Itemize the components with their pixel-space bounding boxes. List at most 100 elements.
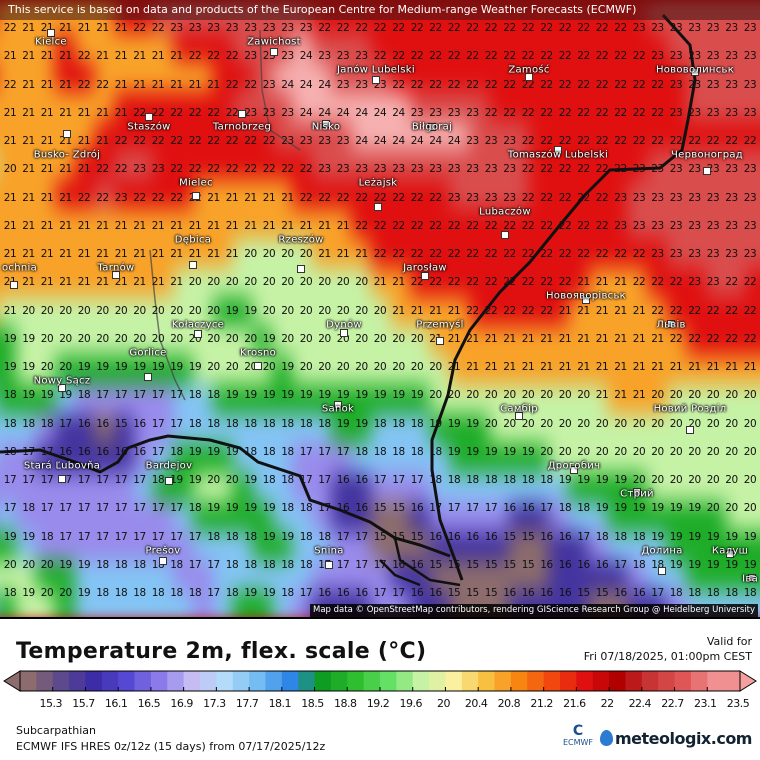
city-label[interactable]: Mielec	[179, 177, 213, 189]
city-square-icon[interactable]	[325, 561, 333, 569]
city-label[interactable]: Червоноград	[671, 149, 743, 161]
temperature-value: 20	[151, 332, 165, 345]
city-square-icon[interactable]	[703, 167, 711, 175]
city-label[interactable]: Jarosław	[403, 262, 447, 274]
temperature-value: 22	[170, 163, 183, 176]
city-square-icon[interactable]	[554, 146, 562, 154]
city-square-icon[interactable]	[667, 320, 675, 328]
city-label[interactable]: Zawichost	[247, 36, 301, 48]
city-square-icon[interactable]	[334, 401, 342, 409]
temperature-value: 23	[743, 50, 757, 63]
city-label[interactable]: Іва	[742, 573, 758, 585]
city-label[interactable]: Busko- Zdrój	[33, 149, 101, 161]
city-square-icon[interactable]	[144, 373, 152, 381]
city-label[interactable]: Nowy Sącz	[33, 375, 91, 387]
city-label[interactable]: Sanok	[321, 403, 355, 415]
map-attribution[interactable]: Map data © OpenStreetMap contributors, r…	[310, 604, 758, 617]
city-square-icon[interactable]	[165, 477, 173, 485]
city-label[interactable]: Dębica	[174, 234, 212, 246]
city-square-icon[interactable]	[340, 329, 348, 337]
temperature-value: 23	[632, 219, 646, 232]
temperature-value: 23	[392, 163, 405, 176]
city-square-icon[interactable]	[159, 557, 167, 565]
city-label[interactable]: Krosno	[239, 347, 277, 359]
city-label[interactable]: Самбір	[500, 403, 538, 415]
city-square-icon[interactable]	[270, 48, 278, 56]
city-square-icon[interactable]	[47, 29, 55, 37]
city-label[interactable]: Стрий	[620, 488, 654, 500]
city-label[interactable]: Dynów	[326, 319, 362, 331]
city-label[interactable]: Lubaczów	[479, 206, 531, 218]
city-square-icon[interactable]	[112, 271, 120, 279]
city-square-icon[interactable]	[372, 76, 380, 84]
city-label[interactable]: Tomaszów Lubelski	[507, 149, 609, 161]
city-label[interactable]: Janów Lubelski	[337, 64, 415, 76]
city-label[interactable]: Kołaczyce	[171, 319, 225, 331]
city-square-icon[interactable]	[10, 281, 18, 289]
city-square-icon[interactable]	[582, 296, 590, 304]
city-label[interactable]: Staszów	[127, 121, 171, 133]
city-label[interactable]: Bardejov	[145, 460, 193, 472]
city-square-icon[interactable]	[436, 337, 444, 345]
city-label[interactable]: Nisko	[311, 121, 341, 133]
city-square-icon[interactable]	[297, 265, 305, 273]
city-square-icon[interactable]	[58, 475, 66, 483]
city-square-icon[interactable]	[189, 261, 197, 269]
temperature-value: 21	[207, 219, 220, 232]
city-square-icon[interactable]	[421, 272, 429, 280]
city-square-icon[interactable]	[570, 466, 578, 474]
city-square-icon[interactable]	[322, 120, 330, 128]
meteologix-logo[interactable]: meteologix.com	[600, 729, 752, 748]
temperature-value: 18	[244, 530, 257, 543]
city-square-icon[interactable]	[254, 362, 262, 370]
city-label[interactable]: Kielce	[35, 36, 67, 48]
city-square-icon[interactable]	[63, 130, 71, 138]
city-square-icon[interactable]	[525, 73, 533, 81]
city-label[interactable]: Biłgoraj	[411, 121, 453, 133]
temperature-value: 21	[262, 191, 276, 204]
city-square-icon[interactable]	[194, 330, 202, 338]
city-label[interactable]: ochnia	[2, 262, 37, 274]
city-square-icon[interactable]	[691, 68, 699, 76]
city-label[interactable]: Przemyśl	[416, 319, 464, 331]
city-square-icon[interactable]	[633, 488, 641, 496]
city-label[interactable]: Gorlice	[129, 347, 167, 359]
city-label[interactable]: Нововолинськ	[655, 64, 735, 76]
city-label[interactable]: Новий Розділ	[653, 403, 727, 415]
city-label[interactable]: Zamość	[508, 64, 550, 76]
temperature-value: 22	[96, 78, 109, 91]
city-label[interactable]: Калуш	[711, 545, 749, 557]
city-label[interactable]: Leżajsk	[358, 177, 398, 189]
city-square-icon[interactable]	[658, 567, 666, 575]
temperature-value: 22	[114, 163, 128, 176]
city-label[interactable]: Prešov	[145, 545, 181, 557]
temperature-map[interactable]: 22 21 21 21 21 21 21 22 22 23 23 23 23 23 23 23 23 22 22 22…	[0, 0, 760, 618]
city-square-icon[interactable]	[428, 123, 436, 131]
city-square-icon[interactable]	[374, 203, 382, 211]
city-square-icon[interactable]	[501, 231, 509, 239]
temperature-value: 22	[447, 50, 461, 63]
colorbar-tick-label: 17.7	[235, 697, 259, 710]
city-label[interactable]: Долина	[641, 545, 683, 557]
temperature-value: 18	[3, 587, 17, 599]
city-square-icon[interactable]	[192, 192, 200, 200]
city-square-icon[interactable]	[726, 550, 734, 558]
city-label[interactable]: Rzeszów	[278, 234, 324, 246]
city-square-icon[interactable]	[686, 426, 694, 434]
city-label[interactable]: Snina	[314, 545, 344, 557]
city-label[interactable]: Stará Ľubovňa	[23, 460, 101, 472]
city-label[interactable]: Новояворівськ	[545, 290, 627, 302]
city-label[interactable]: Tarnobrzeg	[212, 121, 272, 133]
ecmwf-logo[interactable]: C ECMWF	[560, 724, 596, 747]
temperature-value: 15	[466, 558, 479, 571]
city-square-icon[interactable]	[145, 113, 153, 121]
city-square-icon[interactable]	[748, 574, 756, 582]
valid-date[interactable]: Fri 07/18/2025, 01:00pm CEST	[583, 650, 752, 663]
city-square-icon[interactable]	[58, 384, 66, 392]
temperature-value: 21	[410, 304, 424, 317]
city-label[interactable]: Львів	[656, 319, 686, 331]
city-label[interactable]: Tarnów	[97, 262, 135, 274]
city-label[interactable]: Дрогобич	[547, 460, 601, 472]
city-square-icon[interactable]	[238, 110, 246, 118]
city-square-icon[interactable]	[515, 412, 523, 420]
